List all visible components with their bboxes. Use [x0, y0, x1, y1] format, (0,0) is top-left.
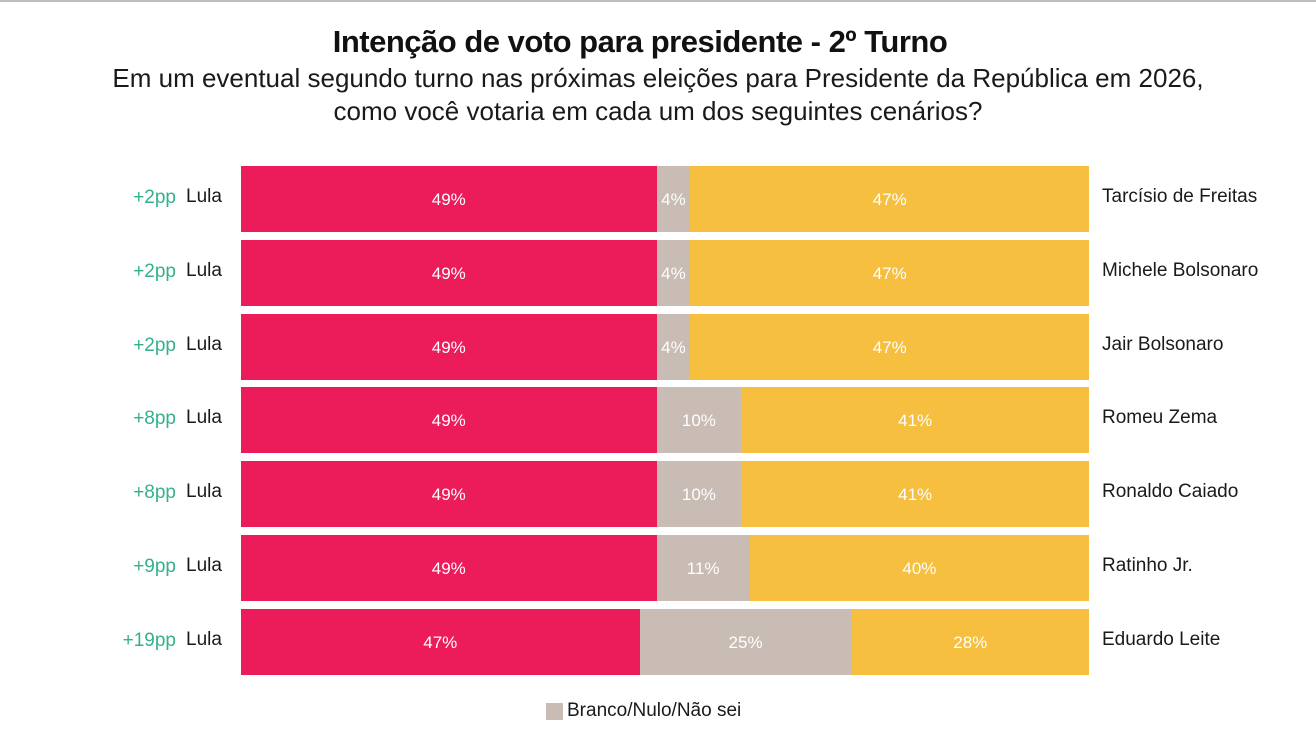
difference-label: +9pp — [133, 556, 176, 577]
bar-segment — [241, 535, 657, 601]
candidate-left-label: Lula — [186, 628, 222, 650]
data-label: 41% — [898, 485, 933, 505]
data-label: 4% — [661, 190, 686, 209]
candidate-left-label: Lula — [186, 481, 222, 503]
candidate-right-label: Ratinho Jr. — [1102, 555, 1193, 576]
subtitle-line-1: Em um eventual segundo turno nas próxima… — [112, 63, 1204, 93]
bar-segment — [656, 166, 691, 232]
data-label: 49% — [431, 337, 466, 357]
bar-segment — [241, 313, 657, 380]
chart-title: Intenção de voto para presidente - 2º Tu… — [332, 24, 948, 59]
data-label: 4% — [661, 337, 686, 357]
bar-segment — [241, 166, 657, 232]
data-label: 25% — [728, 632, 763, 652]
bar-segment — [741, 387, 1089, 454]
data-label: 41% — [898, 411, 933, 431]
difference-label: +8pp — [133, 408, 176, 430]
data-label: 4% — [661, 263, 686, 283]
legend: Branco/Nulo/Não sei — [546, 700, 741, 722]
chart-subtitle: Em um eventual segundo turno nas próxima… — [0, 62, 1316, 128]
data-label: 47% — [872, 337, 907, 357]
legend-label: Branco/Nulo/Não sei — [567, 700, 742, 721]
candidate-left-label: Lula — [186, 333, 222, 355]
data-label: 49% — [431, 190, 466, 209]
bar-segment — [241, 239, 657, 306]
candidate-right-label: Eduardo Leite — [1102, 628, 1221, 650]
data-label: 47% — [872, 190, 907, 209]
bar-segment — [656, 461, 742, 528]
data-label: 10% — [681, 485, 716, 505]
data-label: 11% — [686, 559, 720, 578]
data-label: 47% — [872, 263, 907, 283]
difference-label: +2pp — [133, 187, 176, 208]
candidate-left-label: Lula — [186, 555, 222, 576]
bar-segment — [749, 535, 1089, 601]
candidate-left-label: Lula — [186, 186, 222, 207]
candidate-right-label: Romeu Zema — [1102, 407, 1218, 429]
candidate-right-label: Ronaldo Caiado — [1102, 481, 1239, 503]
data-label: 49% — [431, 411, 466, 431]
bar-segment — [241, 387, 657, 454]
bar-segment — [656, 313, 691, 380]
data-label: 28% — [953, 632, 988, 652]
difference-label: +19pp — [122, 629, 176, 651]
data-label: 40% — [902, 559, 937, 578]
bar-segment — [690, 239, 1089, 306]
bar-segment — [690, 166, 1089, 232]
legend-swatch-blank — [546, 702, 563, 720]
bar-segment — [656, 239, 691, 306]
data-label: 49% — [431, 559, 466, 578]
subtitle-line-2: como você votaria em cada um dos seguint… — [333, 96, 983, 126]
candidate-left-label: Lula — [186, 259, 222, 281]
top-divider — [0, 0, 1316, 2]
bar-segment — [241, 461, 657, 528]
bar-segment — [741, 461, 1089, 528]
bar-segment — [639, 608, 852, 675]
candidate-right-label: Jair Bolsonaro — [1102, 333, 1224, 355]
bar-segment — [241, 608, 640, 675]
bar-segment — [851, 608, 1089, 675]
data-label: 49% — [431, 263, 466, 283]
candidate-right-label: Michele Bolsonaro — [1102, 259, 1259, 281]
data-label: 10% — [681, 411, 716, 431]
bar-segment — [690, 313, 1089, 380]
data-label: 47% — [423, 632, 458, 652]
data-label: 49% — [431, 485, 466, 505]
bar-segment — [656, 535, 750, 601]
difference-label: +8pp — [133, 482, 176, 504]
candidate-right-label: Tarcísio de Freitas — [1102, 186, 1258, 207]
difference-label: +2pp — [133, 260, 176, 282]
bar-segment — [656, 387, 742, 454]
difference-label: +2pp — [133, 334, 176, 356]
candidate-left-label: Lula — [186, 407, 222, 429]
